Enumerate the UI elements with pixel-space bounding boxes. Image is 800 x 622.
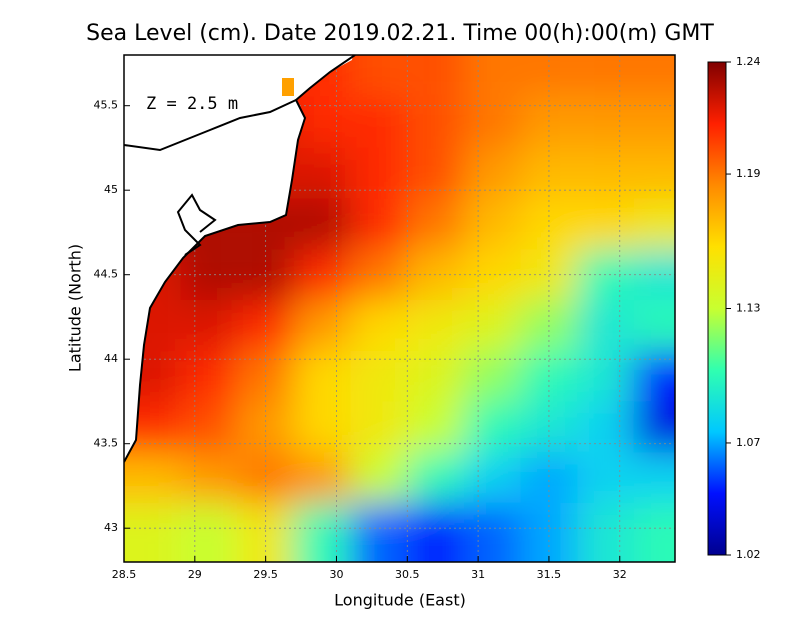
x-tick-label: 29.5 [253,568,278,581]
y-tick-label: 45 [104,183,118,196]
heat-cell [350,300,408,351]
lagoon-line [124,99,297,152]
heat-cell [463,502,521,562]
heat-cell [293,502,351,562]
heat-cell [463,300,521,351]
heat-cell [463,198,521,250]
y-tick-label: 44 [104,352,118,365]
heat-cell [293,452,351,503]
heat-cell [463,350,521,402]
heat-cell [633,97,675,148]
x-tick-label: 30 [329,568,343,581]
heat-cell [293,350,351,402]
heat-cell [407,55,464,98]
ticks: 28.5 29 29.5 30 30.5 31 31.5 32 43 43.5 44 44.5 45 45… [94,55,761,581]
heat-cell [180,401,238,453]
heat-cell [577,147,634,199]
lake-patch [282,78,294,96]
x-tick-label: 28.5 [112,568,137,581]
heat-cell [180,300,238,351]
colorbar-tick-label: 1.07 [736,436,761,449]
y-tick-label: 43 [104,521,118,534]
x-tick-label: 29 [188,568,202,581]
heat-cell [577,300,634,351]
heat-cell [633,55,675,98]
heat-cell [180,502,238,562]
heat-cell [350,198,408,250]
heat-cell [293,147,351,199]
heat-cell [407,350,464,402]
heat-cell [633,198,675,250]
heat-cell [407,97,464,148]
heat-cell [124,401,181,453]
colorbar-tick-label: 1.24 [736,55,761,68]
heat-cell [633,147,675,199]
heat-cell [293,401,351,453]
heat-cell [407,300,464,351]
heat-cell [407,502,464,562]
heat-cell [407,198,464,250]
heat-cell [577,97,634,148]
heat-cell [577,55,634,98]
x-axis-label: Longitude (East) [334,591,466,610]
heat-cell [463,55,521,98]
heat-cell [463,452,521,503]
heat-cell [293,198,351,250]
lagoon-line [176,193,217,256]
heat-cell [350,55,408,98]
heat-cell [633,502,675,562]
heat-cell [293,249,351,301]
heat-cell [237,502,294,562]
colorbar-tick-label: 1.02 [736,548,761,561]
land-area [124,55,353,462]
heat-cell [293,300,351,351]
heat-cell [407,401,464,453]
colorbar-tick-label: 1.19 [736,167,761,180]
heat-cell [633,249,675,301]
colorbar [707,61,727,556]
heat-cell [463,401,521,453]
land [124,55,356,463]
heat-cell [124,452,181,503]
x-tick-label: 30.5 [395,568,420,581]
heat-cell [407,147,464,199]
y-tick-label: 43.5 [94,437,119,450]
depth-annotation: Z = 2.5 m [146,94,238,114]
heat-cell [180,350,238,402]
heat-cell [350,502,408,562]
heat-cell [350,97,408,148]
heat-cell [350,350,408,402]
y-tick-label: 44.5 [94,268,119,281]
heat-cell [350,147,408,199]
heat-cell [577,502,634,562]
heat-cell [577,452,634,503]
heat-cell [350,452,408,503]
y-tick-label: 45.5 [94,99,119,112]
heat-cell [633,300,675,351]
colorbar-tick-label: 1.13 [736,302,761,315]
heat-cell [520,502,578,562]
heat-cell [463,97,521,148]
heat-cell [633,401,675,453]
heat-cell [577,401,634,453]
x-tick-label: 31 [471,568,485,581]
heat-cell [407,452,464,503]
heat-cell [180,452,238,503]
x-tick-label: 32 [613,568,627,581]
heat-cell [350,401,408,453]
heat-cell [577,198,634,250]
heat-cell [124,502,181,562]
heat-cell [577,350,634,402]
chart-title: Sea Level (cm). Date 2019.02.21. Time 00… [86,21,714,46]
heat-cell [463,147,521,199]
plot-frame [123,54,676,563]
y-axis-label: Latitude (North) [66,244,85,372]
coastline [124,55,356,463]
x-tick-label: 31.5 [537,568,562,581]
heat-cell [633,350,675,402]
heat-cell [463,249,521,301]
heat-cell [520,55,578,98]
heat-cell [633,452,675,503]
